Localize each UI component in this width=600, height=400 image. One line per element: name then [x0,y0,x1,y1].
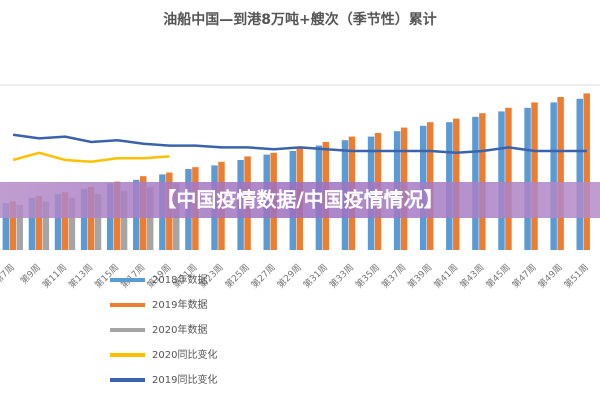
bar [54,194,62,250]
bar [146,187,154,250]
legend-label: 2020同比变化 [152,348,217,361]
legend-label: 2019同比变化 [152,373,217,386]
bar [87,187,95,250]
bar [94,194,102,250]
bar [42,201,50,250]
bar [9,201,17,250]
bar [524,107,531,250]
bar [583,93,590,251]
bar [80,188,88,250]
line [12,133,587,155]
banner-text: 【中国疫情数据/中国疫情情况】 [156,188,443,212]
bar [576,98,583,250]
bar [35,196,43,250]
bar [557,97,564,250]
legend-label: 2020年数据 [152,323,207,336]
legend-label: 2018年数据 [152,273,207,286]
line [12,151,170,164]
bar [68,197,76,250]
legend-label: 2019年数据 [152,298,207,311]
bar [2,203,10,250]
bar [28,197,36,250]
bar [505,107,512,250]
bar [550,102,557,251]
chart-title: 油船中国—到港8万吨+艘次（季节性）累计 [163,11,436,28]
bar [61,192,69,250]
bar [120,190,128,250]
legend: 2018年数据 2019年数据 2020年数据 2020同比变化 2019同比变化 [110,273,217,386]
bar [498,111,505,251]
banner-background [0,182,600,218]
bar [479,113,486,250]
bar [531,102,538,251]
bar [16,205,23,250]
